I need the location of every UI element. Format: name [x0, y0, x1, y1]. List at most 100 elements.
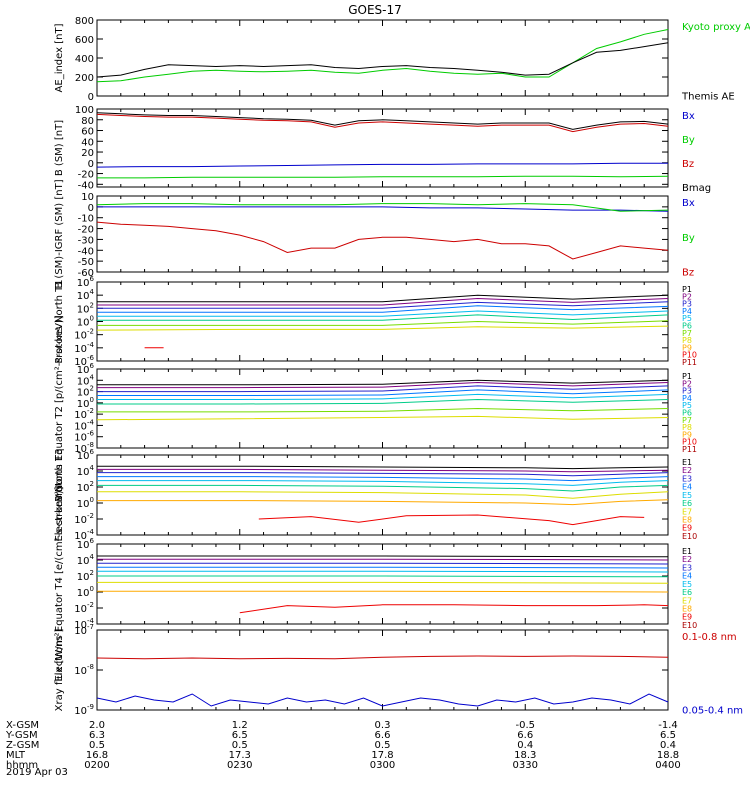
y-tick-label: -40	[78, 246, 94, 257]
y-tick-label: 104	[77, 553, 95, 567]
series-line-P5	[97, 393, 669, 400]
y-tick-label: -10	[78, 214, 94, 225]
series-line-Bz	[96, 113, 669, 133]
footer-value: 0.5	[89, 740, 105, 751]
y-tick-label: 20	[81, 148, 94, 159]
legend-label: P3	[682, 387, 692, 396]
series-line-P6	[97, 398, 669, 405]
y-tick-label: 104	[77, 288, 95, 302]
legend-label: E5	[682, 491, 692, 500]
y-tick-label: 100	[77, 315, 94, 329]
legend-label: P10	[682, 438, 697, 447]
y-tick-label: 102	[77, 569, 94, 583]
footer-value: 6.3	[89, 730, 105, 741]
legend-label: By	[682, 233, 695, 244]
panel-frame	[96, 108, 669, 188]
legend-label: P5	[682, 314, 692, 323]
series-line-E2	[97, 558, 669, 561]
plot-title: GOES-17	[348, 3, 402, 17]
legend-label: P7	[682, 416, 692, 425]
y-tick-label: 106	[77, 275, 95, 289]
footer-row-label: Z-GSM	[6, 740, 39, 751]
legend-label: P1	[682, 285, 692, 294]
y-tick-label: 10	[81, 192, 94, 203]
series-line-P6	[97, 314, 669, 321]
legend-label: P9	[682, 343, 692, 352]
series-line-P5	[97, 310, 669, 317]
footer-value: 6.5	[660, 730, 676, 741]
series-line-By	[97, 175, 669, 179]
legend-label: P5	[682, 401, 692, 410]
series-line-P1	[97, 379, 669, 386]
series-line-E1	[97, 555, 669, 558]
legend-label: Bx	[682, 198, 695, 209]
legend-label: E9	[682, 613, 692, 622]
legend-label: E7	[682, 596, 692, 605]
panel-8: 10-9 10-8 10-7 Xray flux [W/m²] 0.1-0.8 nm 0.…	[54, 623, 743, 717]
footer-value: 18.8	[657, 750, 679, 761]
y-tick-label: -60	[78, 268, 94, 279]
legend-label: E2	[682, 466, 692, 475]
footer-value: 0300	[370, 760, 395, 771]
legend-label: P10	[682, 351, 697, 360]
legend-label: E3	[682, 563, 692, 572]
y-tick-label: 0	[88, 203, 94, 214]
date-label: 2019 Apr 03	[6, 767, 68, 778]
y-tick-label: 100	[77, 496, 94, 510]
series-line-E5	[97, 570, 669, 573]
y-tick-label: 10-7	[74, 623, 94, 637]
series-line-E4	[97, 476, 669, 482]
y-tick-label: 10-2	[74, 512, 94, 526]
series-line-E5	[97, 480, 669, 486]
series-line-E8	[97, 499, 669, 506]
y-tick-label: 10-8	[74, 663, 94, 677]
footer-value: 0400	[655, 760, 680, 771]
legend-label: P8	[682, 423, 692, 432]
series-line-E4	[97, 566, 669, 569]
series-line-P3	[97, 301, 669, 309]
legend-label: E1	[682, 547, 692, 556]
footer-value: 17.3	[229, 750, 251, 761]
y-tick-label: 102	[77, 480, 94, 494]
series-line-P2	[97, 381, 669, 389]
footer-value: 6.6	[375, 730, 391, 741]
series-line-P3	[97, 385, 669, 393]
y-tick-label: 102	[77, 301, 94, 315]
series-line-0-1-0-8-nm	[96, 655, 669, 660]
panel-frame	[96, 19, 669, 97]
series-line-E3	[97, 562, 669, 565]
legend-label: E7	[682, 507, 692, 516]
legend-label: Bz	[682, 268, 694, 279]
series-line-Bx	[97, 206, 669, 212]
series-line-E7	[97, 491, 669, 499]
series-line-E6	[97, 575, 669, 578]
y-axis-label: Electrons North T3	[54, 448, 65, 541]
legend-label: E10	[682, 532, 697, 541]
footer-value: 1.2	[232, 720, 248, 731]
legend-label: Kyoto proxy AE	[682, 22, 750, 33]
series-line-Bz	[96, 221, 669, 260]
series-line-0-05-0-4-nm	[96, 693, 669, 707]
y-axis-label: B (SM) [nT]	[54, 120, 65, 176]
legend-label: P4	[682, 307, 692, 316]
legend-label: E9	[682, 524, 692, 533]
legend-label: P11	[682, 358, 697, 367]
y-tick-label: 600	[75, 35, 94, 46]
y-axis-label: AE_index [nT]	[54, 23, 65, 92]
legend-label: P6	[682, 408, 692, 417]
legend-label: P3	[682, 300, 692, 309]
series-line-E2	[97, 468, 669, 473]
legend-label: P2	[682, 379, 692, 388]
legend-label: E4	[682, 483, 692, 492]
legend-label: P4	[682, 394, 692, 403]
legend-label: E6	[682, 588, 692, 597]
series-line-Bx	[96, 162, 668, 168]
y-tick-label: 0	[88, 92, 94, 103]
y-tick-label: 100	[77, 585, 94, 599]
legend-label: Bmag	[682, 183, 711, 194]
series-line-P7	[97, 320, 669, 326]
series-line-P7	[97, 407, 669, 413]
y-axis-label: B (SM)-IGRF (SM) [nT]	[54, 179, 65, 288]
